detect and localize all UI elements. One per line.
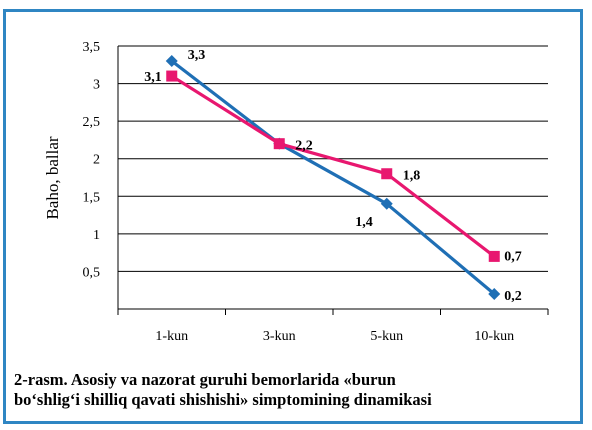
- series-2-point: [488, 250, 500, 262]
- y-tick-label: 1,5: [83, 190, 101, 205]
- data-label: 3,1: [144, 70, 162, 85]
- series-1-point: [488, 287, 501, 300]
- data-label: 2,2: [295, 139, 313, 154]
- series-1-point: [165, 55, 178, 68]
- series-group: [165, 55, 501, 300]
- line-chart: 0,5 1 1,5 2 2,5 3 3,5 1-kun 3-kun 5-kun 10-kun 3,…: [43, 40, 549, 344]
- data-label: 1,8: [403, 169, 421, 184]
- data-label: 0,7: [504, 249, 522, 264]
- y-tick-label: 0,5: [83, 265, 101, 280]
- caption-line-2: bo‘shlig‘i shilliq qavati shishishi» sim…: [14, 390, 432, 409]
- y-tick-label: 3: [93, 78, 100, 93]
- x-tick-label: 1-kun: [155, 329, 188, 344]
- series-1-point: [380, 197, 393, 210]
- y-tick-label: 3,5: [83, 40, 101, 55]
- data-label: 0,2: [504, 289, 522, 304]
- series-2-line: [170, 74, 496, 258]
- data-label: 1,4: [355, 215, 373, 230]
- caption-line-1: 2-rasm. Asosiy va nazorat guruhi bemorla…: [14, 370, 396, 389]
- series-2-point: [273, 138, 285, 150]
- series-2-point: [381, 168, 393, 180]
- y-tick-label: 1: [93, 228, 100, 243]
- figure-frame: [3, 9, 583, 424]
- gridlines: 0,5 1 1,5 2 2,5 3 3,5: [83, 40, 548, 280]
- y-tick-label: 2,5: [83, 115, 101, 130]
- series-1-line: [170, 59, 496, 296]
- figure-caption: 2-rasm. Asosiy va nazorat guruhi bemorla…: [14, 370, 574, 410]
- x-tick-label: 5-kun: [370, 329, 403, 344]
- x-tick-label: 3-kun: [263, 329, 296, 344]
- labels-group: 3,3 2,2 1,4 0,2 3,1 1,8 0,7: [144, 48, 522, 304]
- y-tick-label: 2: [93, 153, 100, 168]
- y-axis-label: Baho, ballar: [43, 136, 62, 219]
- data-label: 3,3: [188, 48, 206, 63]
- axes: 1-kun 3-kun 5-kun 10-kun: [117, 46, 549, 344]
- series-2-point: [166, 70, 178, 82]
- x-tick-label: 10-kun: [474, 329, 514, 344]
